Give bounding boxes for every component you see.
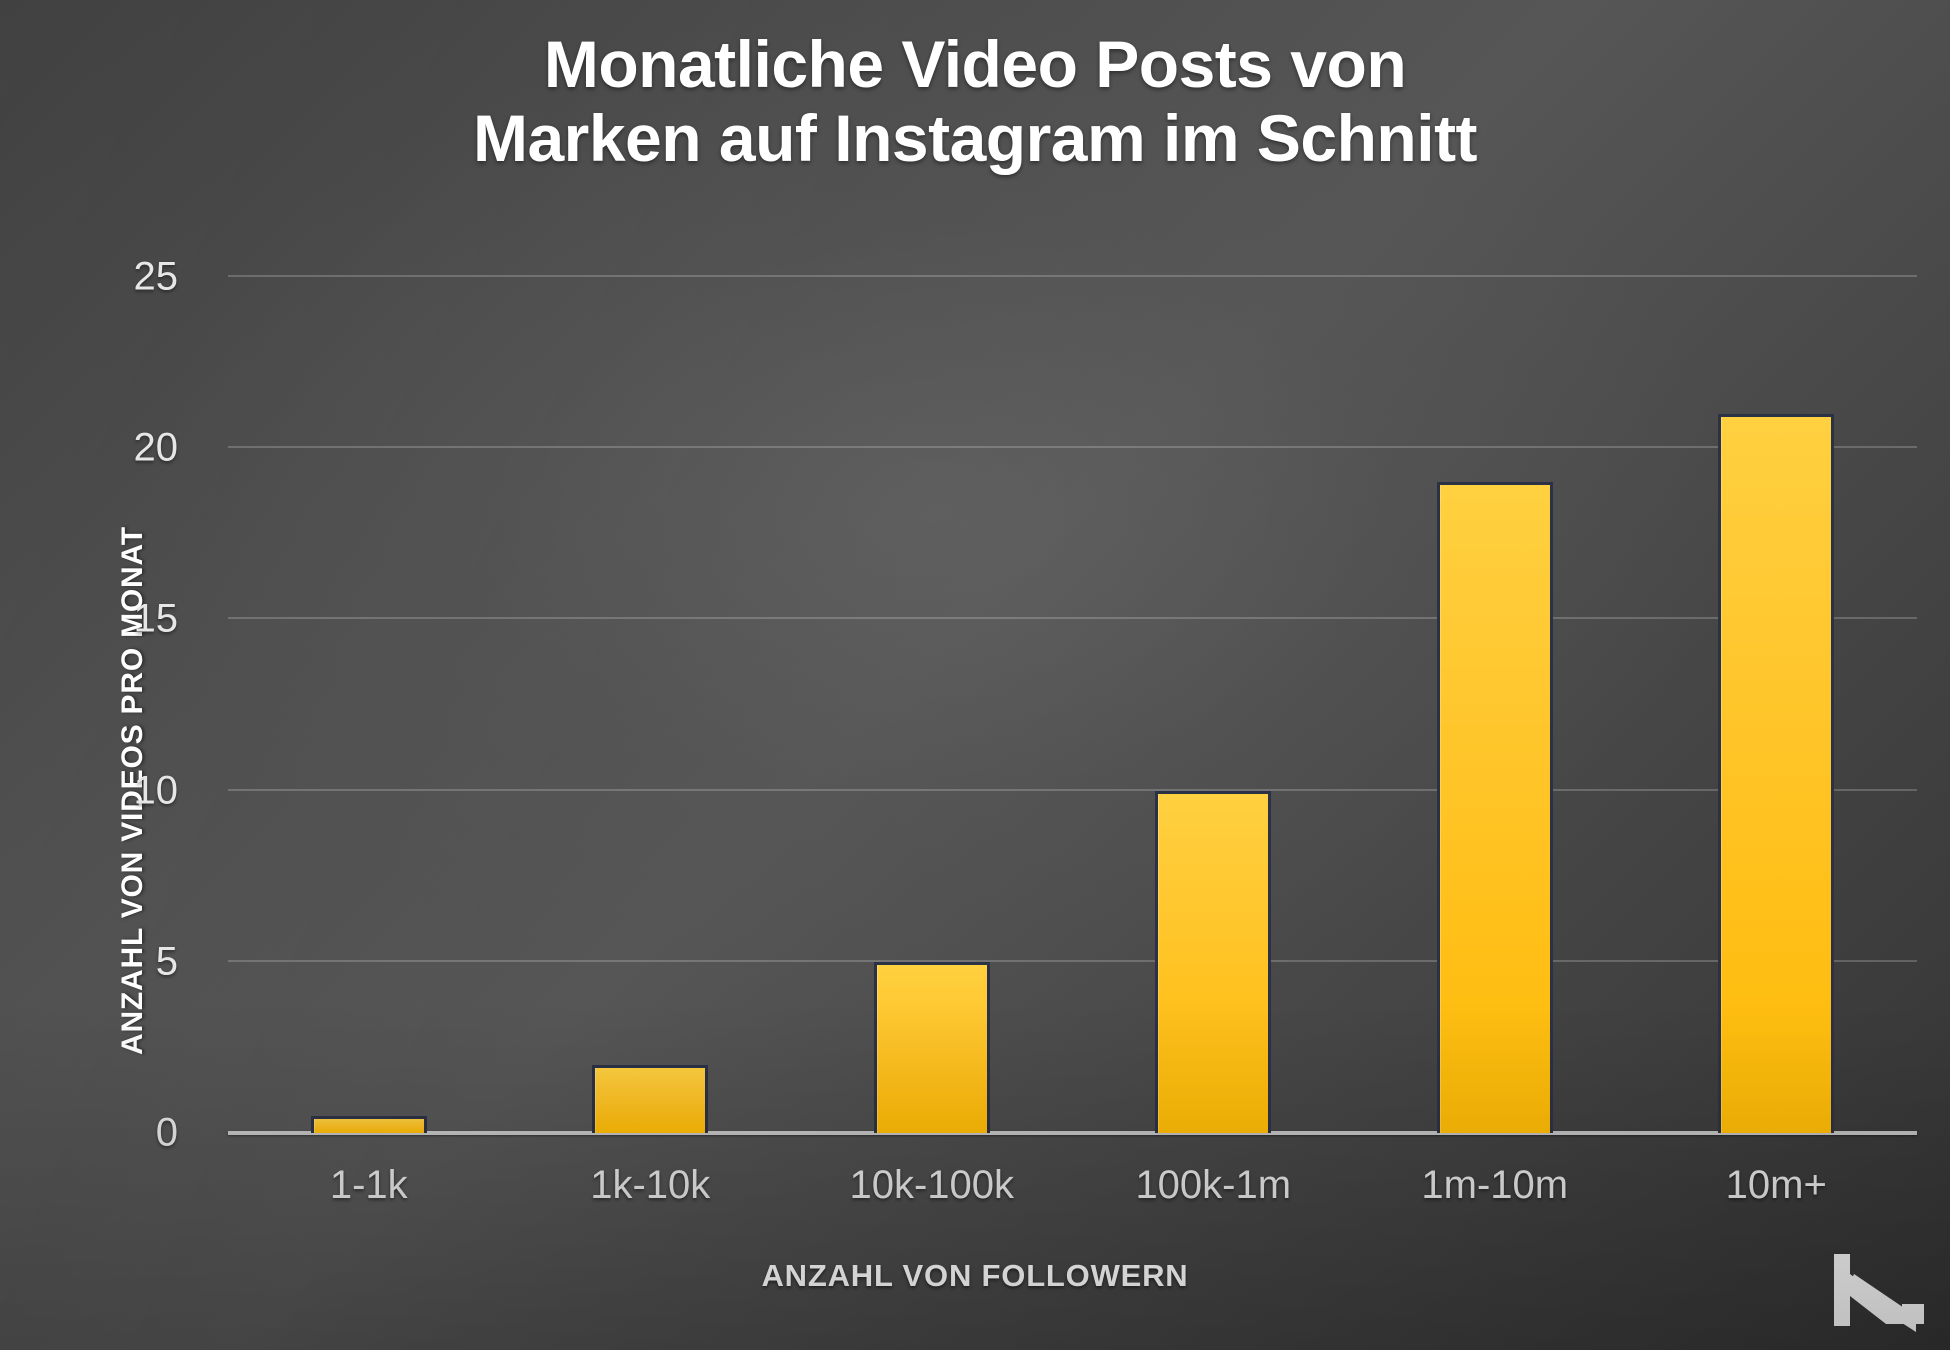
x-tick-label: 1-1k (329, 1163, 408, 1207)
y-tick-label: 15 (133, 596, 179, 641)
y-tick-label: 10 (133, 768, 179, 813)
y-tick-label: 25 (133, 254, 179, 299)
y-tick-label: 5 (155, 939, 178, 984)
bar-group: 1-1k (228, 277, 510, 1207)
x-tick-label: 10k-100k (849, 1163, 1015, 1207)
gridline (228, 617, 1917, 620)
x-axis-title: ANZAHL VON FOLLOWERN (761, 1258, 1189, 1293)
x-tick-label: 1k-10k (590, 1163, 711, 1207)
bar[interactable] (873, 961, 990, 1133)
bar-group: 1k-10k (510, 277, 792, 1207)
chart-title: Monatliche Video Posts von Marken auf In… (472, 27, 1478, 175)
bar[interactable] (592, 1064, 709, 1133)
bar-group: 100k-1m (1073, 277, 1355, 1207)
x-tick-label: 100k-1m (1135, 1163, 1292, 1207)
bar[interactable] (1436, 482, 1553, 1133)
gridline (228, 275, 1917, 277)
bars-layer: 1-1k 1k-10k 10k-100k 100k-1m 1m-10m 10m+ (228, 277, 1918, 1207)
x-axis-line (228, 1131, 1917, 1135)
gridline (228, 446, 1917, 449)
gridline (228, 788, 1917, 791)
bar-group: 10m+ (1636, 277, 1918, 1207)
plot-area (228, 275, 1917, 1133)
bar-group: 1m-10m (1354, 277, 1636, 1207)
y-tick-label: 0 (155, 1110, 178, 1155)
bar-group: 10k-100k (791, 277, 1073, 1207)
bar[interactable] (1155, 790, 1272, 1133)
y-tick-label: 20 (133, 425, 179, 470)
hubspot-sprocket-logo (1820, 1244, 1928, 1336)
gridline (228, 959, 1917, 962)
x-tick-label: 10m+ (1725, 1163, 1827, 1207)
bar[interactable] (1718, 413, 1835, 1133)
x-tick-label: 1m-10m (1421, 1163, 1569, 1207)
bar[interactable] (310, 1115, 427, 1133)
